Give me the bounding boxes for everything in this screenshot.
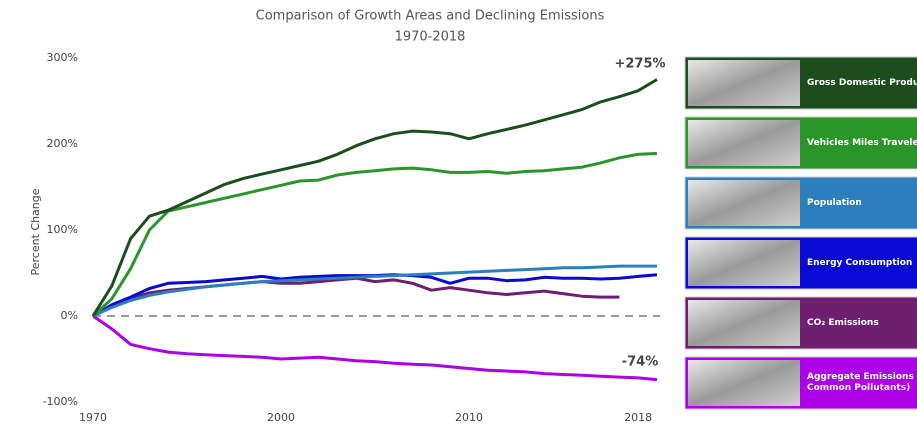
legend-item [684,176,917,230]
legend-item [684,116,917,170]
legend-item [684,356,917,410]
y-tick-label: 200% [47,137,78,150]
y-tick-label: 0% [61,309,78,322]
legend-label: Aggregate Emissions (Six Common Pollutan… [807,372,917,393]
y-tick-label: 300% [47,51,78,64]
chart-subtitle: 1970-2018 [395,30,466,45]
y-tick-label: 100% [47,223,78,236]
series-line [92,314,658,382]
chart-title: Comparison of Growth Areas and Declining… [256,9,605,24]
legend-label: Population [807,197,862,208]
series-line [91,152,658,318]
x-tick-label: 2000 [267,411,295,424]
series-line [92,264,657,318]
annotation: +275% [614,57,665,72]
legend-item [684,56,917,110]
x-tick-label: 2010 [455,411,483,424]
legend-photo [688,240,800,286]
legend-photo [688,180,800,226]
y-axis-label: Percent Change [29,188,42,275]
legend-photo [688,120,800,166]
legend-label: Energy Consumption [807,257,913,268]
legend-item [684,296,917,350]
legend-photo [688,300,800,346]
x-tick-label: 2018 [624,411,652,424]
legend-photo [688,360,800,406]
legend-label: Gross Domestic Product [807,77,917,88]
annotation: -74% [622,355,659,370]
y-tick-label: -100% [43,395,78,408]
x-tick-label: 1970 [79,411,107,424]
legend-label: Vehicles Miles Traveled [807,137,917,148]
legend-label: CO₂ Emissions [807,317,879,328]
legend-item [684,236,917,290]
series-line [91,78,658,317]
legend-photo [688,60,800,106]
